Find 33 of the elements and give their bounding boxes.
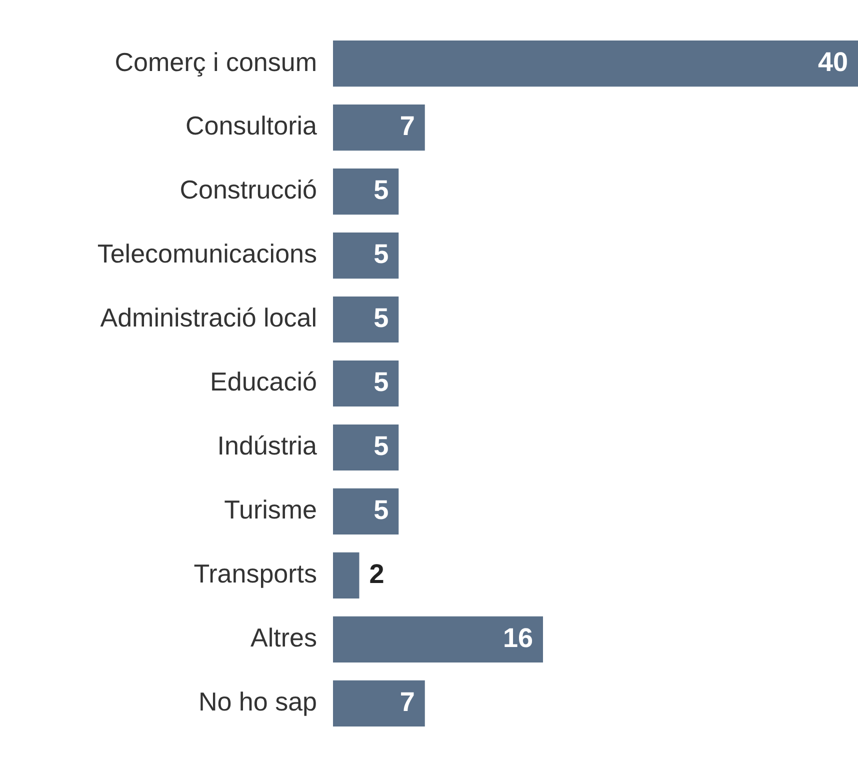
- y-tick-label: Comerç i consum: [114, 46, 317, 77]
- data-label: 5: [374, 494, 389, 525]
- y-tick-label: Administració local: [100, 302, 317, 333]
- bar: [333, 424, 399, 471]
- y-tick-label: Turisme: [224, 494, 317, 525]
- data-label: 2: [369, 558, 384, 589]
- bar: [333, 296, 399, 343]
- data-label: 7: [400, 111, 415, 142]
- data-label: 5: [374, 430, 389, 461]
- y-tick-label: Indústria: [217, 430, 318, 461]
- y-tick-label: Educació: [210, 366, 317, 397]
- data-label: 5: [374, 366, 389, 397]
- data-label: 5: [374, 302, 389, 333]
- bar: [333, 40, 858, 87]
- y-tick-label: Telecomunicacions: [97, 238, 317, 269]
- bar: [333, 232, 399, 279]
- data-label: 16: [502, 622, 533, 653]
- data-label: 5: [374, 175, 389, 206]
- y-tick-label: Consultoria: [185, 110, 318, 141]
- data-label: 5: [374, 238, 389, 269]
- bar: [333, 552, 360, 598]
- bar: [333, 616, 543, 662]
- y-tick-label: Transports: [194, 558, 317, 589]
- bar: [333, 488, 399, 534]
- y-tick-label: Construcció: [180, 174, 317, 205]
- y-tick-label: No ho sap: [198, 686, 317, 717]
- data-label: 40: [818, 47, 848, 78]
- bar: [333, 104, 425, 151]
- bar: [333, 168, 399, 215]
- data-label: 7: [400, 686, 415, 717]
- bar: [333, 360, 399, 407]
- y-tick-label: Altres: [250, 622, 317, 653]
- bar: [333, 680, 425, 726]
